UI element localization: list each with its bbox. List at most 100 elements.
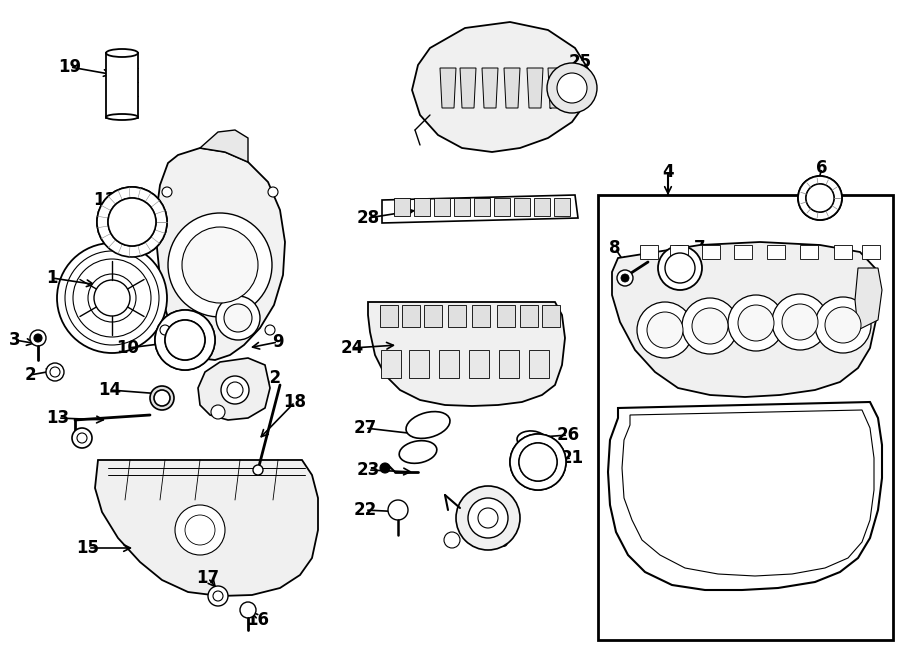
Circle shape [806,184,834,212]
Circle shape [108,198,156,246]
Circle shape [738,305,774,341]
Circle shape [50,367,60,377]
Circle shape [221,376,249,404]
Bar [702,245,720,259]
Text: 11: 11 [94,191,116,209]
Circle shape [478,508,498,528]
Bar [529,350,549,378]
Text: 15: 15 [76,539,100,557]
Circle shape [77,433,87,443]
Text: 22: 22 [354,501,376,519]
Circle shape [510,434,566,490]
Ellipse shape [106,49,138,57]
Circle shape [617,270,633,286]
Circle shape [637,302,693,358]
Text: 9: 9 [272,333,284,351]
Bar [542,305,560,327]
Bar [414,198,430,216]
Bar [670,245,688,259]
Ellipse shape [400,441,436,463]
Circle shape [253,465,263,475]
Circle shape [154,390,170,406]
Circle shape [665,253,695,283]
Bar [474,198,490,216]
Text: 10: 10 [116,339,140,357]
Bar [800,245,818,259]
Text: 1: 1 [46,269,58,287]
Circle shape [97,187,167,257]
Text: 5: 5 [787,549,797,567]
Circle shape [160,325,170,335]
Polygon shape [612,242,878,397]
Circle shape [806,184,834,212]
Bar [448,305,466,327]
Ellipse shape [106,114,138,120]
Bar [434,198,450,216]
Circle shape [162,187,172,197]
Text: 14: 14 [98,381,122,399]
Circle shape [647,312,683,348]
Polygon shape [548,68,564,108]
Bar [394,198,410,216]
Circle shape [547,63,597,113]
Polygon shape [95,460,318,596]
Circle shape [772,294,828,350]
Circle shape [227,382,243,398]
Text: 4: 4 [662,163,674,181]
Circle shape [468,498,508,538]
Circle shape [108,198,156,246]
Circle shape [815,297,871,353]
Bar [534,198,550,216]
Text: 23: 23 [356,461,380,479]
Text: 16: 16 [247,611,269,629]
Polygon shape [368,302,565,406]
Circle shape [182,227,258,303]
Text: 21: 21 [561,449,583,467]
Circle shape [150,386,174,410]
Circle shape [388,500,408,520]
Bar [497,305,515,327]
Circle shape [30,330,46,346]
Circle shape [175,505,225,555]
Circle shape [208,586,228,606]
Circle shape [73,259,151,337]
Text: 17: 17 [196,569,220,587]
Circle shape [240,602,256,618]
Bar [439,350,459,378]
Polygon shape [440,68,456,108]
Bar [494,198,510,216]
Bar [472,305,490,327]
Bar [598,195,893,640]
Circle shape [168,213,272,317]
Circle shape [692,308,728,344]
Bar [514,198,530,216]
Circle shape [165,320,205,360]
Circle shape [165,320,205,360]
Polygon shape [198,358,270,420]
Polygon shape [200,130,248,162]
Circle shape [444,532,460,548]
Circle shape [211,405,225,419]
Circle shape [798,176,842,220]
Circle shape [213,591,223,601]
Polygon shape [482,68,498,108]
Text: 25: 25 [569,53,591,71]
Circle shape [380,463,390,473]
Text: 27: 27 [354,419,376,437]
Circle shape [658,246,702,290]
Circle shape [88,274,136,322]
Bar [424,305,442,327]
Bar [767,245,785,259]
Text: 3: 3 [9,331,21,349]
Circle shape [728,295,784,351]
Circle shape [268,187,278,197]
Text: 6: 6 [816,159,828,177]
Text: 2: 2 [24,366,36,384]
Circle shape [782,304,818,340]
Circle shape [456,486,520,550]
Circle shape [621,274,629,282]
Circle shape [46,363,64,381]
Bar [554,198,570,216]
Text: 26: 26 [556,426,580,444]
Polygon shape [382,195,578,223]
